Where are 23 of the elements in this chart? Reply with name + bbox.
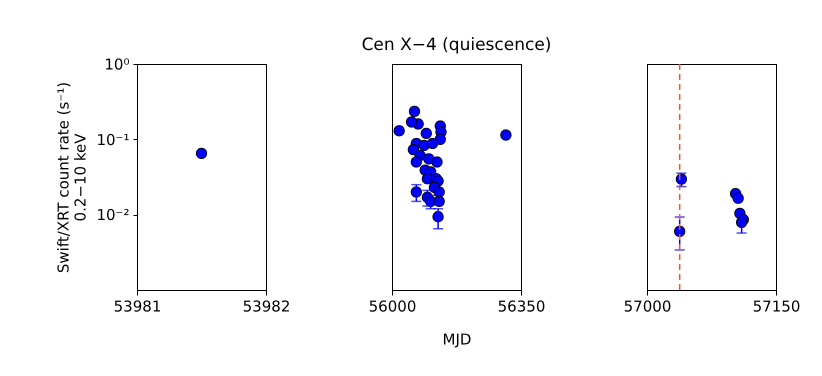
x-tick-label: 57000: [624, 298, 672, 316]
y-tick-label: 10⁻²: [96, 206, 130, 224]
x-tick-label: 53981: [114, 298, 162, 316]
x-tick-label: 56000: [368, 298, 416, 316]
point: [732, 192, 744, 204]
point: [431, 156, 443, 168]
point: [406, 116, 418, 128]
chart-title: Cen X−4 (quiescence): [362, 35, 552, 55]
point: [426, 138, 438, 150]
point: [410, 156, 422, 168]
x-axis-title: MJD: [442, 330, 472, 348]
x-tick-label: 56350: [498, 298, 546, 316]
y-tick-label: 10⁻¹: [96, 130, 130, 149]
y-tick-label: 10⁰: [104, 56, 130, 74]
point: [420, 128, 432, 139]
x-tick-label: 53982: [242, 298, 290, 316]
point: [500, 129, 512, 141]
y-axis-title: Swift/XRT count rate (s⁻¹) 0.2−10 keV: [54, 82, 90, 274]
point: [408, 106, 420, 118]
x-tick-label: 57150: [752, 298, 800, 316]
point: [434, 186, 445, 198]
point: [434, 196, 445, 208]
point: [394, 125, 405, 136]
